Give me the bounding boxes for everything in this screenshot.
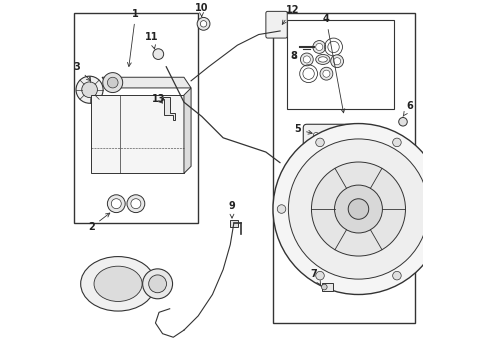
Bar [229, 220, 238, 227]
Text: 5: 5 [294, 125, 311, 134]
Circle shape [398, 117, 407, 126]
Circle shape [319, 67, 332, 80]
Text: 11: 11 [144, 32, 158, 49]
FancyBboxPatch shape [265, 12, 286, 38]
Circle shape [107, 195, 125, 213]
Text: 6: 6 [402, 101, 412, 116]
Circle shape [153, 49, 163, 59]
Circle shape [319, 134, 340, 156]
Circle shape [315, 271, 324, 280]
Circle shape [81, 82, 97, 98]
Circle shape [76, 76, 103, 103]
Ellipse shape [94, 266, 142, 301]
Circle shape [272, 123, 443, 294]
Ellipse shape [315, 54, 329, 64]
Circle shape [300, 53, 313, 66]
Circle shape [127, 195, 144, 213]
Circle shape [321, 284, 326, 290]
Text: 13: 13 [152, 94, 165, 104]
Circle shape [347, 199, 368, 219]
Bar [322, 283, 332, 291]
Circle shape [102, 73, 122, 93]
Polygon shape [162, 97, 175, 120]
Circle shape [330, 55, 343, 68]
Circle shape [131, 199, 141, 209]
Circle shape [392, 138, 400, 147]
Circle shape [340, 132, 346, 138]
Circle shape [142, 269, 172, 299]
Circle shape [148, 275, 166, 293]
Bar [272, 13, 415, 323]
Text: 9: 9 [228, 201, 235, 218]
Polygon shape [102, 77, 191, 88]
Text: 8: 8 [290, 51, 297, 62]
FancyBboxPatch shape [303, 124, 356, 166]
Polygon shape [183, 88, 191, 174]
Ellipse shape [81, 257, 155, 311]
Circle shape [277, 205, 285, 213]
Circle shape [197, 17, 209, 30]
Circle shape [312, 41, 325, 53]
Circle shape [288, 139, 427, 279]
Bar [286, 20, 393, 109]
Circle shape [315, 138, 324, 147]
Circle shape [303, 56, 310, 63]
Circle shape [200, 21, 206, 27]
Text: 7: 7 [310, 269, 320, 285]
Circle shape [340, 152, 346, 157]
Circle shape [392, 271, 400, 280]
Circle shape [111, 199, 121, 209]
Circle shape [430, 205, 439, 213]
Circle shape [311, 162, 405, 256]
Text: 3: 3 [73, 62, 90, 81]
Circle shape [334, 185, 382, 233]
Bar [91, 95, 183, 174]
Text: 1: 1 [127, 9, 139, 67]
Text: 12: 12 [282, 5, 298, 24]
Text: 10: 10 [194, 3, 208, 17]
Text: 4: 4 [322, 14, 344, 113]
Circle shape [313, 132, 318, 138]
Circle shape [333, 58, 340, 65]
Ellipse shape [318, 57, 326, 62]
Bar [73, 13, 198, 223]
Circle shape [107, 77, 118, 88]
Text: 2: 2 [88, 213, 110, 233]
Circle shape [313, 152, 318, 157]
Circle shape [322, 70, 329, 77]
Circle shape [315, 44, 322, 50]
